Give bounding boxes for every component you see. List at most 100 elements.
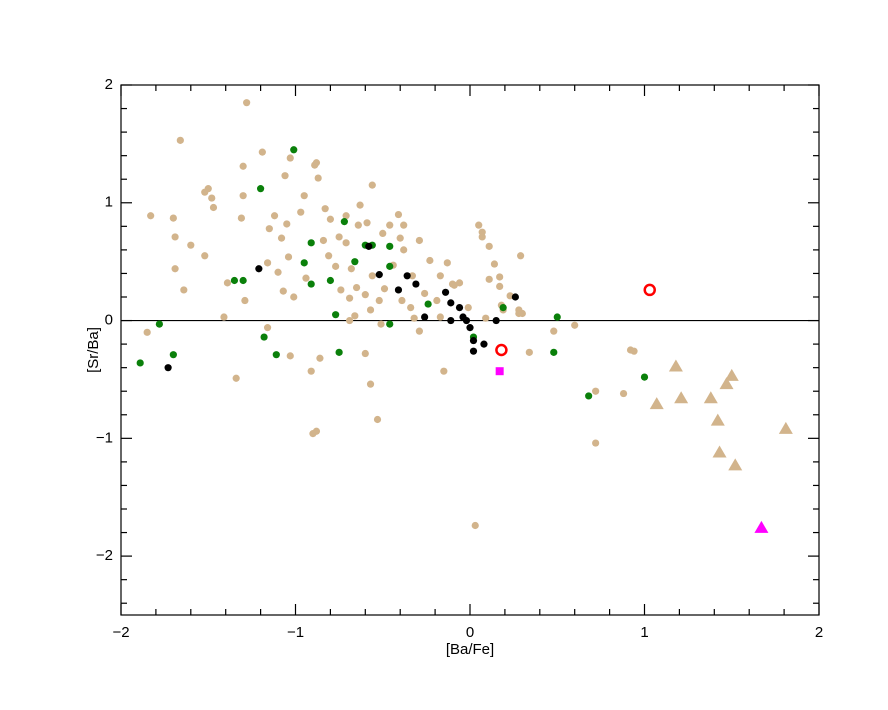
point — [394, 286, 403, 294]
point — [728, 458, 743, 471]
point — [279, 287, 287, 295]
point — [345, 316, 354, 325]
point — [209, 203, 218, 212]
point — [778, 421, 793, 434]
point — [482, 314, 490, 322]
point — [274, 268, 282, 276]
point — [485, 242, 493, 250]
point — [319, 236, 328, 245]
point — [379, 229, 387, 237]
point — [455, 304, 464, 312]
point — [410, 314, 418, 322]
point — [386, 262, 394, 270]
point — [448, 280, 457, 288]
point — [436, 313, 444, 321]
point — [724, 368, 739, 381]
point — [511, 293, 519, 301]
point — [335, 348, 343, 356]
point — [332, 311, 340, 319]
point — [550, 327, 558, 335]
point — [426, 256, 434, 265]
point — [515, 309, 523, 318]
point — [386, 221, 394, 229]
point — [478, 228, 486, 236]
point — [316, 354, 324, 362]
point — [703, 391, 718, 404]
point — [263, 324, 272, 332]
point — [440, 367, 448, 375]
point — [239, 276, 247, 285]
point — [365, 242, 373, 250]
point — [325, 252, 333, 260]
point — [525, 348, 533, 356]
point — [398, 296, 406, 305]
point — [412, 280, 420, 288]
point — [380, 285, 389, 293]
point — [286, 154, 294, 162]
point — [312, 427, 321, 435]
point — [712, 445, 727, 458]
point — [176, 136, 184, 144]
point — [396, 234, 404, 242]
point — [297, 208, 305, 216]
point — [307, 280, 315, 288]
point — [366, 306, 375, 314]
point — [265, 225, 273, 233]
point — [649, 397, 664, 410]
point — [258, 148, 266, 156]
point — [490, 260, 499, 268]
point — [386, 242, 394, 250]
point — [335, 233, 343, 241]
point — [257, 185, 265, 193]
point — [180, 286, 188, 294]
point — [447, 299, 455, 307]
point — [354, 221, 362, 229]
point — [136, 359, 144, 367]
y-tick-label: 2 — [105, 76, 113, 93]
point — [492, 316, 500, 325]
point — [496, 282, 504, 290]
point — [204, 185, 212, 193]
point — [290, 293, 298, 301]
point — [311, 161, 319, 169]
point — [345, 294, 354, 302]
point — [342, 212, 350, 220]
x-tick-label: 0 — [466, 624, 474, 641]
point — [462, 316, 471, 325]
point — [640, 373, 649, 381]
point — [368, 272, 376, 280]
point — [368, 181, 376, 189]
point — [143, 328, 151, 336]
x-tick-label: −2 — [112, 624, 129, 641]
point — [187, 241, 195, 249]
point — [373, 415, 382, 424]
x-tick-label: 2 — [815, 624, 823, 641]
point — [674, 391, 689, 404]
point — [239, 192, 247, 200]
point — [351, 258, 359, 266]
point — [290, 146, 298, 154]
point — [550, 348, 558, 356]
point — [415, 327, 423, 335]
point — [171, 233, 179, 241]
point — [436, 272, 444, 280]
point — [283, 220, 291, 228]
point — [342, 239, 350, 247]
point — [443, 259, 451, 267]
y-tick-label: −1 — [96, 429, 113, 446]
point — [321, 205, 329, 213]
point — [164, 364, 172, 372]
point — [272, 351, 280, 359]
point — [433, 296, 441, 305]
x-axis-label: [Ba/Fe] — [446, 641, 494, 658]
point — [407, 304, 415, 312]
point — [592, 439, 600, 447]
point — [255, 265, 263, 273]
point — [592, 387, 600, 395]
point — [351, 312, 359, 320]
point — [223, 279, 232, 287]
point — [366, 380, 375, 388]
point — [517, 252, 525, 260]
point — [361, 291, 369, 299]
